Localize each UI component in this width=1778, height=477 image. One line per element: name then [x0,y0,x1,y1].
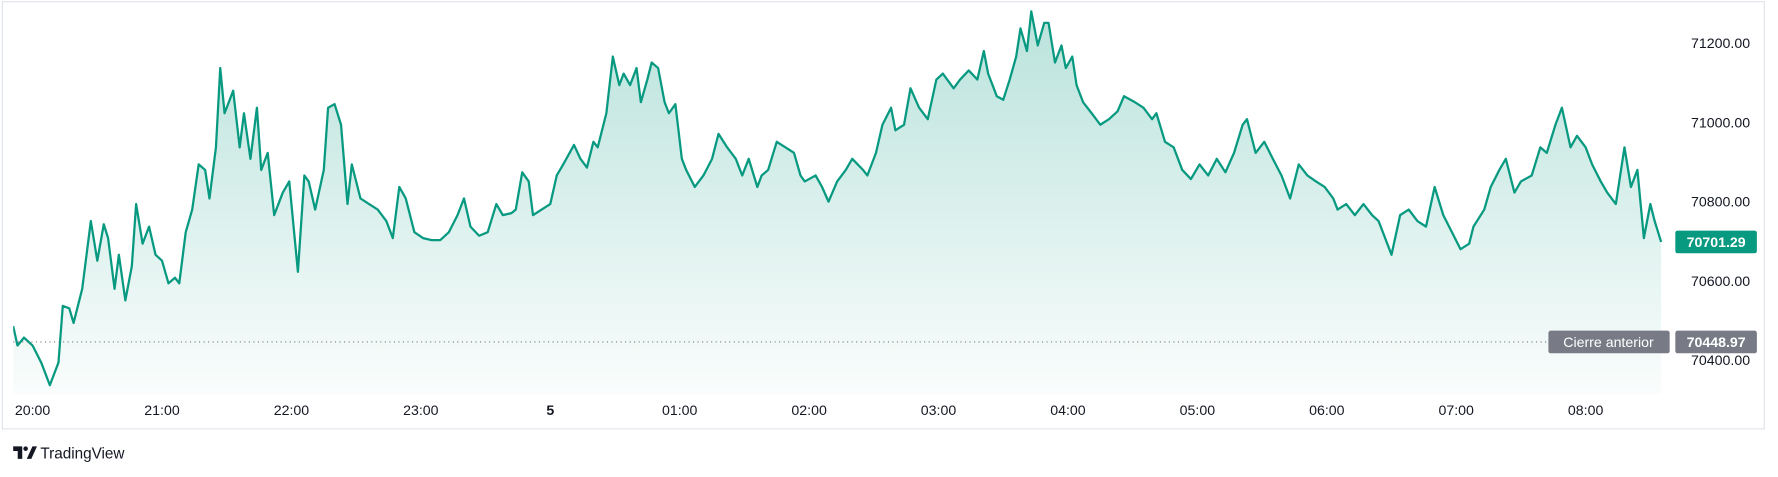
y-tick-label: 70400.00 [1691,353,1750,369]
x-tick-label: 23:00 [403,403,439,419]
x-tick-label: 07:00 [1438,403,1474,419]
x-tick-label: 20:00 [15,403,51,419]
x-tick-label: 5 [546,403,554,419]
previous-close-tag [1548,330,1670,354]
y-tick-label: 71200.00 [1691,36,1750,52]
y-tick-label: 70600.00 [1691,274,1750,290]
x-tick-label: 04:00 [1050,403,1086,419]
previous-close-caption: Cierre anterior [1563,335,1654,351]
previous-close-value: 70448.97 [1687,335,1746,351]
logo [13,446,37,459]
x-tick-label: 21:00 [144,403,180,419]
previous-close-box [1675,330,1757,354]
branding: TradingView [40,445,125,462]
overlay: 70400.00 70600.00 70800.00 71000.00 71200.00… [15,36,1757,419]
plot-area [13,10,1672,395]
area-fill [13,11,1662,395]
x-tick-label: 22:00 [274,403,310,419]
x-tick-label: 05:00 [1180,403,1216,419]
x-tick-label: 08:00 [1568,403,1604,419]
x-tick-label: 06:00 [1309,403,1345,419]
y-tick-label: 71000.00 [1691,115,1750,131]
last-price-label: 70701.29 [1687,235,1746,251]
last-price-box [1675,230,1757,254]
price-line [13,10,1663,387]
y-tick-label: 70800.00 [1691,195,1750,211]
x-tick-label: 03:00 [921,403,957,419]
x-tick-label: 01:00 [662,403,698,419]
x-tick-label: 02:00 [791,403,827,419]
